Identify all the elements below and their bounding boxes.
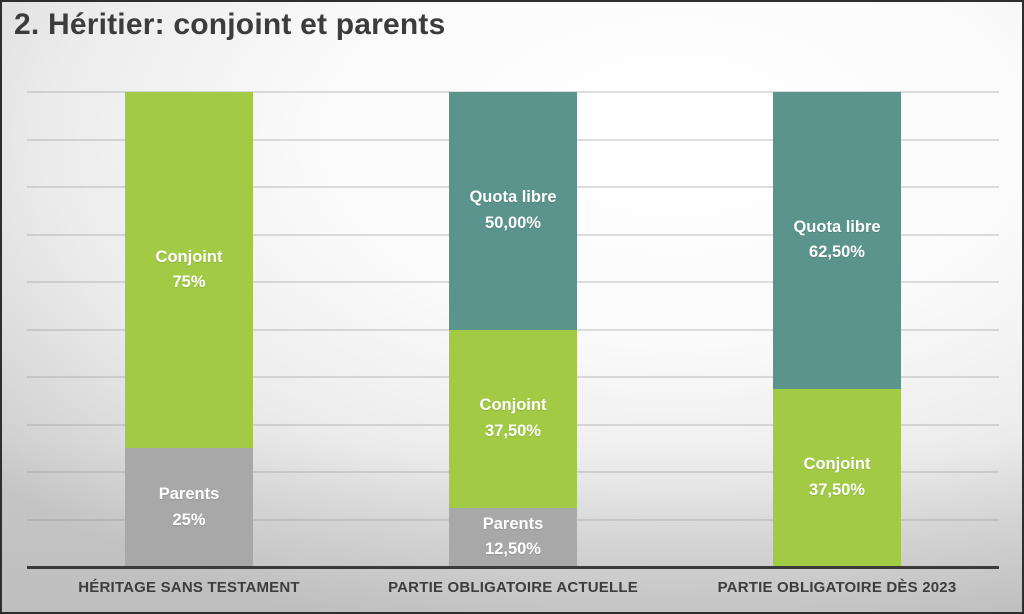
- bar-segment-parents: Parents 25%: [125, 448, 253, 567]
- x-axis-line: [27, 566, 999, 569]
- bar-segment-quota-libre: Quota libre 50,00%: [449, 92, 577, 330]
- category-label-2: PARTIE OBLIGATOIRE DÈS 2023: [717, 578, 957, 596]
- segment-value-label: 75%: [172, 273, 206, 292]
- segment-value-label: 62,50%: [809, 243, 865, 262]
- bar-segment-conjoint: Conjoint 37,50%: [773, 388, 901, 567]
- bar-segment-parents: Parents 12,50%: [449, 507, 577, 567]
- category-label-0: HÉRITAGE SANS TESTAMENT: [78, 578, 300, 596]
- segment-series-name: Parents: [158, 485, 220, 504]
- segment-value-label: 37,50%: [485, 421, 541, 440]
- chart-title: 2. Héritier: conjoint et parents: [14, 8, 446, 41]
- segment-series-name: Quota libre: [469, 188, 557, 207]
- segment-series-name: Conjoint: [479, 396, 547, 414]
- segment-series-name: Conjoint: [155, 247, 223, 266]
- bar-segment-quota-libre: Quota libre 62,50%: [773, 92, 901, 389]
- bar-segment-conjoint: Conjoint 75%: [125, 92, 253, 449]
- segment-value-label: 25%: [172, 510, 206, 529]
- bar-segment-conjoint: Conjoint 37,50%: [449, 329, 577, 508]
- category-label-1: PARTIE OBLIGATOIRE ACTUELLE: [388, 578, 638, 596]
- segment-series-name: Conjoint: [803, 455, 871, 474]
- segment-value-label: 50,00%: [485, 213, 541, 232]
- segment-series-name: Quota libre: [793, 217, 881, 236]
- segment-value-label: 12,50%: [485, 540, 541, 559]
- segment-series-name: Parents: [482, 514, 544, 533]
- segment-value-label: 37,50%: [809, 480, 865, 499]
